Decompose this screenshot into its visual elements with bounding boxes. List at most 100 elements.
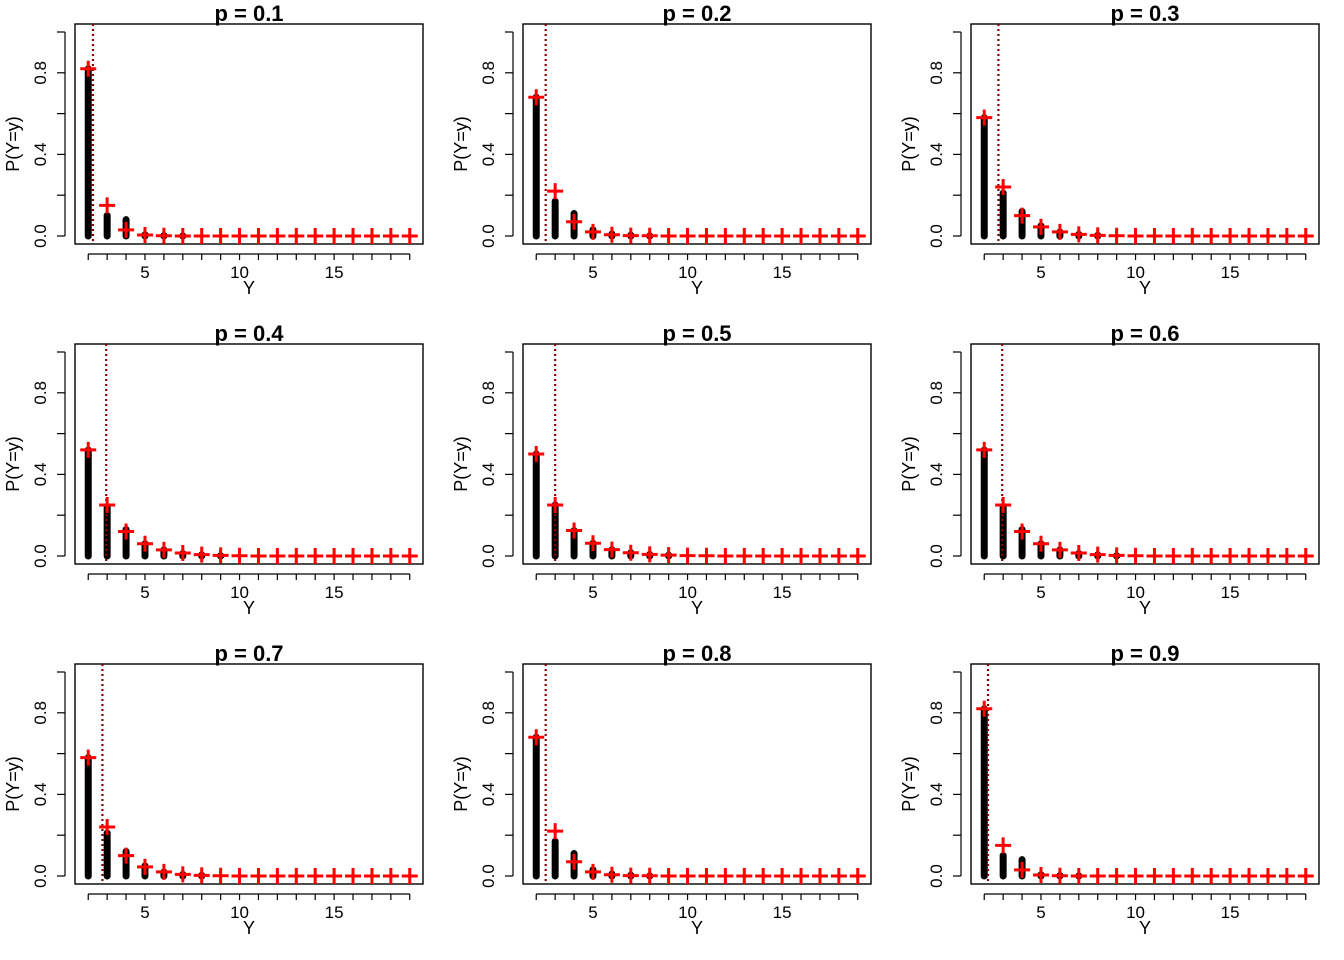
plus-marker xyxy=(679,547,696,564)
plus-marker xyxy=(584,223,601,240)
plus-marker xyxy=(1089,868,1106,884)
plus-marker xyxy=(622,867,639,884)
plus-marker xyxy=(1070,544,1087,561)
plus-marker xyxy=(811,228,828,244)
panel-7: p = 0.7 0.0 0.4 0.8 P(Y=y) 5 10 15 Y xyxy=(3,641,424,938)
plus-marker xyxy=(193,228,210,244)
plus-marker xyxy=(717,868,734,884)
plus-marker xyxy=(118,221,135,238)
x-axis-label: Y xyxy=(1139,598,1151,618)
plus-marker xyxy=(250,868,267,884)
plus-marker xyxy=(193,867,210,884)
plus-marker xyxy=(976,700,993,717)
plus-marker xyxy=(995,179,1012,196)
plus-marker xyxy=(995,497,1012,513)
plus-marker xyxy=(99,497,116,513)
panel-title: p = 0.5 xyxy=(662,321,731,346)
y-tick-label: 0.8 xyxy=(479,381,498,405)
plus-marker xyxy=(1032,218,1049,235)
plus-marker xyxy=(1032,535,1049,552)
plus-marker xyxy=(269,548,286,564)
plus-marker xyxy=(603,226,620,243)
y-tick-label: 0.0 xyxy=(31,224,50,248)
plus-marker xyxy=(1297,548,1314,564)
x-axis-label: Y xyxy=(1139,278,1151,298)
plus-marker xyxy=(288,868,305,884)
plus-marker xyxy=(326,548,343,564)
plus-marker xyxy=(212,547,229,564)
plus-marker xyxy=(212,867,229,884)
x-tick-label: 10 xyxy=(230,583,249,602)
plus-marker xyxy=(717,548,734,564)
plus-marker xyxy=(1241,868,1258,884)
plus-marker xyxy=(1203,868,1220,884)
panel-3: p = 0.3 0.0 0.4 0.8 P(Y=y) 5 10 15 Y xyxy=(899,1,1320,298)
plus-marker xyxy=(382,868,399,884)
plus-marker xyxy=(849,228,866,244)
plus-marker xyxy=(269,868,286,884)
plus-marker xyxy=(307,548,324,564)
plus-marker xyxy=(174,544,191,561)
plus-marker xyxy=(641,867,658,884)
plus-marker xyxy=(976,109,993,126)
plus-marker xyxy=(1203,228,1220,244)
y-axis-label: P(Y=y) xyxy=(3,756,23,812)
plus-marker xyxy=(212,228,229,244)
y-axis-label: P(Y=y) xyxy=(899,436,919,492)
plus-marker xyxy=(1146,868,1163,884)
plus-marker xyxy=(288,228,305,244)
y-tick-label: 0.8 xyxy=(479,701,498,725)
plus-marker xyxy=(1051,223,1068,240)
plus-marker xyxy=(679,228,696,244)
y-tick-label: 0.0 xyxy=(31,544,50,568)
plus-marker xyxy=(1184,228,1201,244)
plus-marker xyxy=(155,541,172,558)
x-tick-label: 5 xyxy=(1036,263,1045,282)
plus-marker xyxy=(136,535,153,552)
x-tick-label: 10 xyxy=(230,903,249,922)
y-tick-label: 0.8 xyxy=(927,701,946,725)
panel-title: p = 0.2 xyxy=(662,1,731,26)
x-tick-label: 15 xyxy=(325,263,344,282)
plus-marker xyxy=(1014,523,1031,540)
plus-marker xyxy=(1108,868,1125,884)
plus-marker xyxy=(363,548,380,564)
y-tick-label: 0.0 xyxy=(927,864,946,888)
plot-frame xyxy=(970,343,1320,565)
plus-marker xyxy=(811,868,828,884)
panel-title: p = 0.9 xyxy=(1110,641,1179,666)
plot-frame xyxy=(74,23,424,245)
plus-marker xyxy=(1014,207,1031,224)
y-tick-label: 0.4 xyxy=(479,783,498,807)
panel-1: p = 0.1 0.0 0.4 0.8 P(Y=y) 5 10 15 Y xyxy=(3,1,424,298)
panel-title: p = 0.6 xyxy=(1110,321,1179,346)
plus-marker xyxy=(1165,228,1182,244)
plus-marker xyxy=(1241,228,1258,244)
y-tick-label: 0.0 xyxy=(479,544,498,568)
y-axis-label: P(Y=y) xyxy=(899,756,919,812)
plus-marker xyxy=(830,228,847,244)
plus-marker xyxy=(345,548,362,564)
plus-marker xyxy=(401,868,418,884)
plot-frame xyxy=(970,663,1320,885)
y-tick-label: 0.4 xyxy=(927,783,946,807)
plus-marker xyxy=(1259,228,1276,244)
plus-marker xyxy=(622,544,639,561)
y-tick-label: 0.0 xyxy=(31,864,50,888)
y-axis-label: P(Y=y) xyxy=(451,116,471,172)
plus-marker xyxy=(193,546,210,563)
plus-marker xyxy=(401,228,418,244)
plus-marker xyxy=(345,228,362,244)
y-tick-label: 0.8 xyxy=(31,701,50,725)
plus-marker xyxy=(1146,228,1163,244)
plus-marker xyxy=(774,548,791,564)
plot-frame xyxy=(522,23,872,245)
plot-frame xyxy=(74,663,424,885)
x-axis-label: Y xyxy=(691,278,703,298)
x-tick-label: 15 xyxy=(773,263,792,282)
plus-marker xyxy=(1278,868,1295,884)
plus-marker xyxy=(679,868,696,884)
x-axis-label: Y xyxy=(243,918,255,938)
x-axis-label: Y xyxy=(243,598,255,618)
plus-marker xyxy=(155,227,172,244)
